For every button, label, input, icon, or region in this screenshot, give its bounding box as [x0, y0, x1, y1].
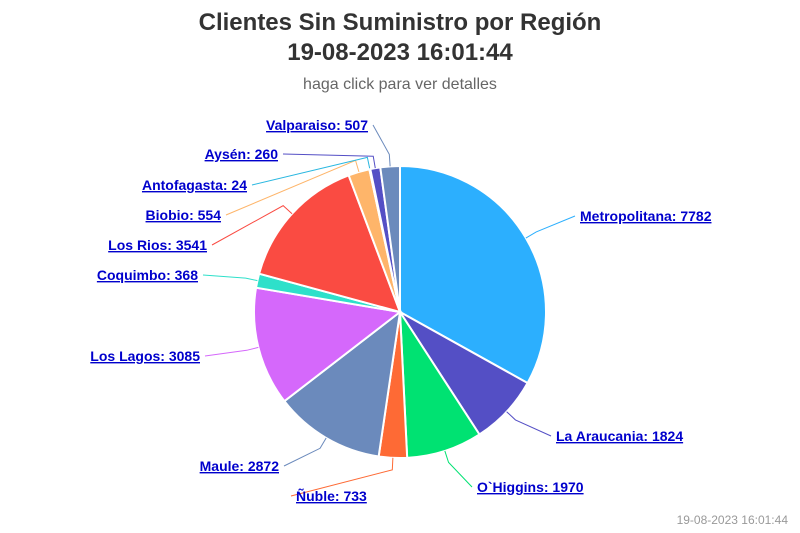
- data-label-maule[interactable]: Maule: 2872: [200, 458, 280, 474]
- pie-slice-los-lagos[interactable]: [253, 286, 403, 403]
- data-label-coquimbo[interactable]: Coquimbo: 368: [97, 267, 198, 283]
- chart-subtitle: haga click para ver detalles: [303, 76, 497, 93]
- chart-title-line-1: Clientes Sin Suministro por Región: [198, 9, 602, 36]
- data-label-metropolitana[interactable]: Metropolitana: 7782: [580, 208, 712, 224]
- data-label-la-araucania[interactable]: La Araucania: 1824: [556, 428, 683, 444]
- timestamp: 19-08-2023 16:01:44: [676, 513, 788, 527]
- connector-maule: [283, 437, 327, 467]
- chart-title-line-2: 19-08-2023 16:01:44: [287, 39, 513, 66]
- data-label-los-lagos[interactable]: Los Lagos: 3085: [90, 348, 200, 364]
- connector-valparaiso: [372, 124, 391, 167]
- chart-title: Clientes Sin Suministro por Región 19-08…: [0, 8, 800, 68]
- data-label-valparaiso[interactable]: Valparaiso: 507: [266, 117, 368, 133]
- connector-los-rios: [211, 205, 293, 246]
- connector-ñuble: [290, 457, 394, 497]
- connector-la-araucania: [506, 411, 552, 437]
- pie-slice-metropolitana[interactable]: [399, 164, 547, 385]
- connector-aysén: [282, 153, 376, 169]
- data-label-biobio[interactable]: Biobio: 554: [146, 207, 222, 223]
- data-label-o-higgins[interactable]: O`Higgins: 1970: [477, 479, 584, 495]
- connector-antofagasta: [251, 156, 371, 186]
- connector-o-higgins: [444, 450, 473, 488]
- data-label-ñuble[interactable]: Ñuble: 733: [296, 487, 367, 504]
- data-label-los-rios[interactable]: Los Rios: 3541: [108, 237, 207, 253]
- connector-coquimbo: [202, 274, 258, 282]
- data-label-antofagasta[interactable]: Antofagasta: 24: [142, 177, 247, 193]
- connector-los-lagos: [204, 346, 259, 357]
- connector-metropolitana: [525, 215, 576, 239]
- data-label-aysén[interactable]: Aysén: 260: [205, 146, 279, 162]
